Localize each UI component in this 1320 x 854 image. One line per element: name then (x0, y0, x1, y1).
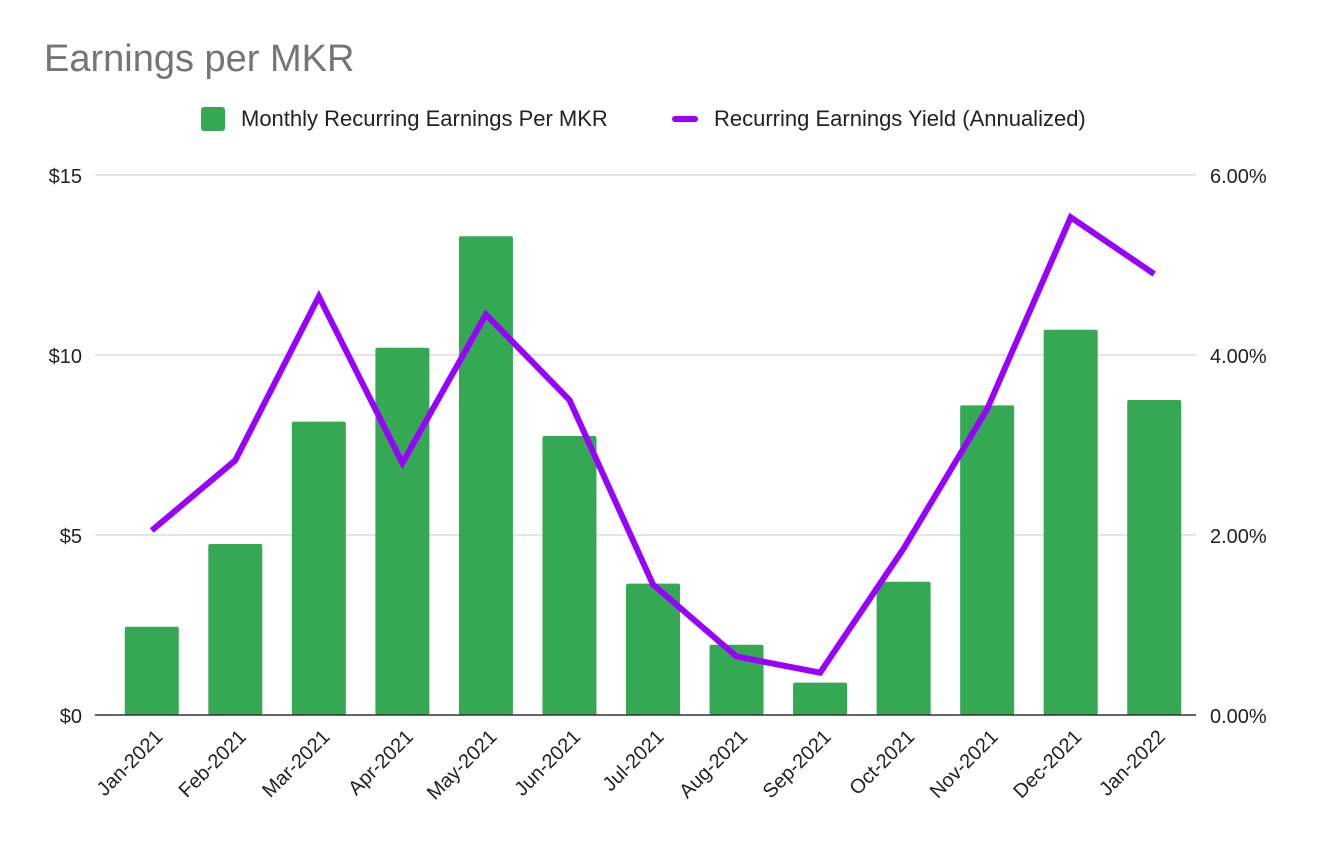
legend-item-earnings: Monthly Recurring Earnings Per MKR (201, 106, 608, 132)
x-tick-label: Jul-2021 (599, 726, 669, 796)
bar (124, 626, 179, 715)
x-tick-label: Aug-2021 (675, 726, 752, 803)
x-tick-label: Dec-2021 (1009, 726, 1086, 803)
right-tick-label: 2.00% (1210, 526, 1267, 548)
left-tick-label: $10 (49, 346, 82, 368)
legend-swatch-earnings (201, 107, 225, 131)
bar (1127, 400, 1182, 715)
left-tick-label: $0 (60, 706, 82, 728)
legend-swatch-yield (672, 116, 698, 122)
x-tick-label: May-2021 (423, 726, 501, 804)
bar (375, 347, 430, 715)
left-tick-label: $5 (60, 526, 82, 548)
bar (876, 581, 931, 715)
x-tick-label: Nov-2021 (926, 726, 1003, 803)
bar (208, 544, 263, 715)
right-tick-label: 0.00% (1210, 706, 1267, 728)
legend-label-yield: Recurring Earnings Yield (Annualized) (714, 106, 1086, 131)
right-tick-label: 4.00% (1210, 346, 1267, 368)
x-tick-label: Sep-2021 (759, 726, 836, 803)
legend-label-earnings: Monthly Recurring Earnings Per MKR (241, 106, 608, 131)
legend-item-yield: Recurring Earnings Yield (Annualized) (672, 106, 1086, 132)
bar (626, 583, 680, 715)
legend: Monthly Recurring Earnings Per MKR Recur… (0, 106, 1320, 140)
x-tick-label: Jan-2021 (93, 726, 168, 801)
x-tick-label: Apr-2021 (344, 726, 418, 800)
bar (793, 682, 848, 715)
bar (960, 405, 1015, 715)
bar (1043, 329, 1098, 715)
bar (542, 436, 597, 715)
x-tick-label: Jun-2021 (510, 726, 585, 801)
bar (458, 236, 513, 715)
x-tick-label: Feb-2021 (175, 726, 251, 802)
left-tick-label: $15 (49, 166, 82, 188)
bar (291, 421, 346, 715)
x-tick-label: Jan-2022 (1095, 726, 1170, 801)
chart-title: Earnings per MKR (44, 38, 355, 80)
yield-line (149, 212, 1156, 677)
x-tick-label: Mar-2021 (258, 726, 334, 802)
bar (709, 644, 764, 715)
right-tick-label: 6.00% (1210, 166, 1267, 188)
x-tick-label: Oct-2021 (845, 726, 919, 800)
